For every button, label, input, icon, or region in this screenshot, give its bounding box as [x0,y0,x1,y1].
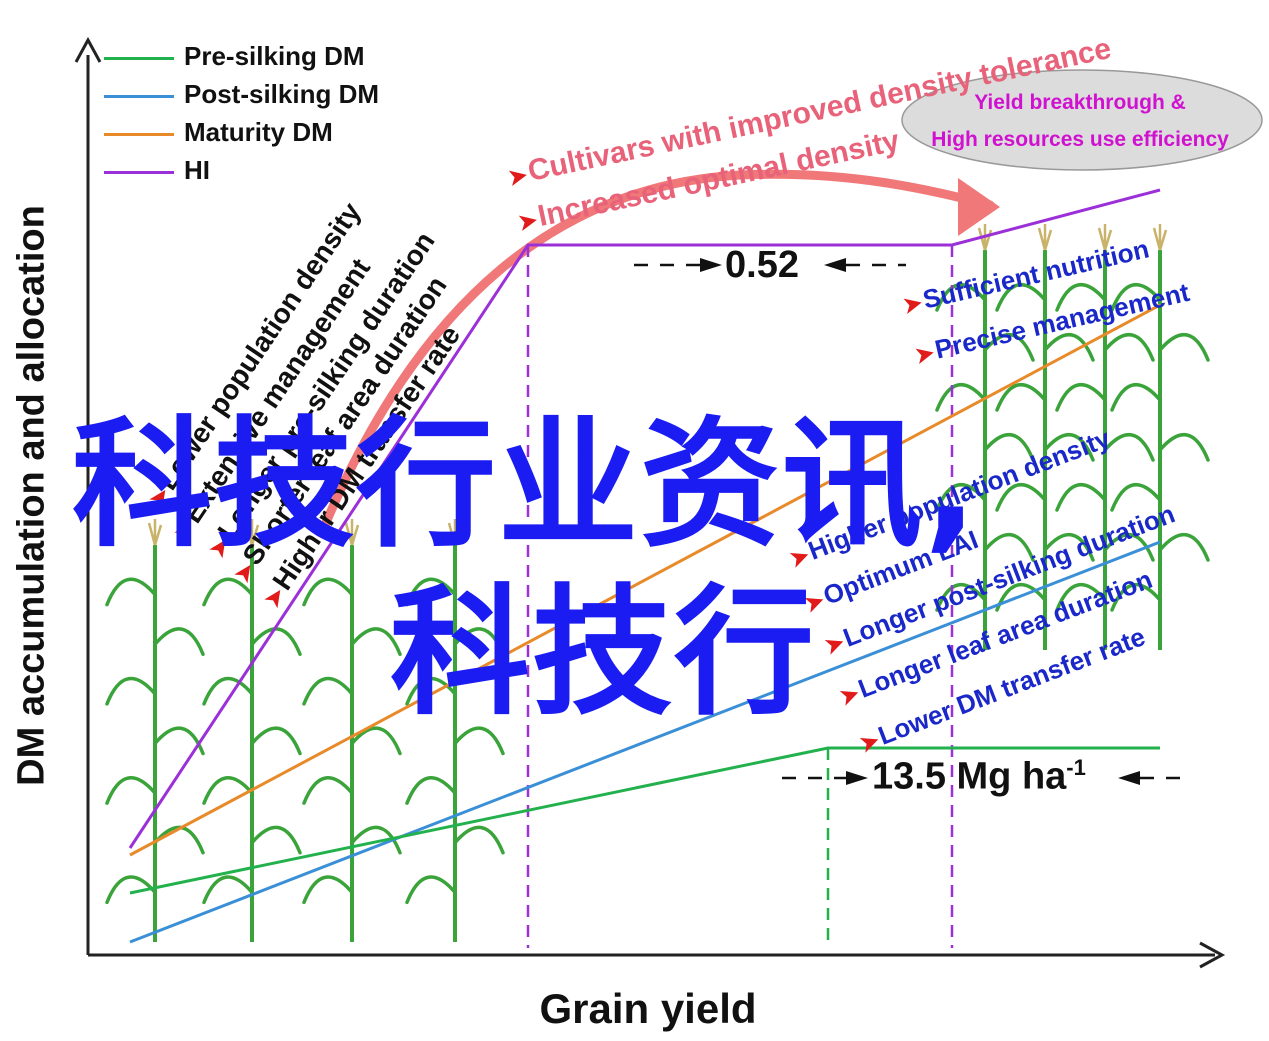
line-hi [128,188,1161,849]
legend-label-pre-silking-dm: Pre-silking DM [184,41,365,71]
yield-value-text: 13.5 Mg ha [872,755,1067,798]
legend-swatch-post-silking-dm [104,95,174,98]
maize-plant [405,519,505,942]
outcome-ellipse [901,69,1263,171]
line-pre-silking-dm [129,746,1160,895]
yield-value: 13.5 Mg ha-1 [872,755,1086,799]
hi-gap-span-arrows [634,258,906,272]
x-axis-arrowhead [1199,941,1226,969]
y-axis-title: DM accumulation and allocation [10,205,53,786]
legend-swatch-pre-silking-dm [104,57,174,60]
hi-gap-value: 0.52 [725,244,799,286]
improvement-arrow [320,169,995,530]
legend-swatch-maturity-dm [104,133,174,136]
yield-value-exponent: -1 [1066,755,1086,780]
watermark-line-1: 科技行业资讯, [72,404,980,567]
maize-plant [935,224,1035,650]
x-axis-title: Grain yield [539,985,757,1032]
maize-plant [1110,224,1210,650]
outcome-line-2: High resources use efficiency [931,128,1229,151]
line-maturity-dm [129,303,1161,857]
maize-plant [105,519,205,942]
maize-plant [202,519,302,942]
line-post-silking-dm [129,540,1161,944]
improvement-arrowhead [958,178,1000,236]
legend-label-maturity-dm: Maturity DM [184,117,333,147]
watermark-line-2: 科技行 [390,572,817,735]
maize-plant [302,519,402,942]
maize-plants [105,224,1210,942]
yield-span-arrows [782,771,1180,785]
outcome-text: Yield breakthrough & High resources use … [900,84,1260,158]
legend-label-hi: HI [184,155,210,185]
legend-label-post-silking-dm: Post-silking DM [184,79,380,109]
y-axis-arrowhead [74,36,102,63]
maize-plant [995,224,1095,650]
legend-swatch-hi [104,171,174,174]
outcome-line-1: Yield breakthrough & [974,91,1186,114]
maize-plant [1055,224,1155,650]
